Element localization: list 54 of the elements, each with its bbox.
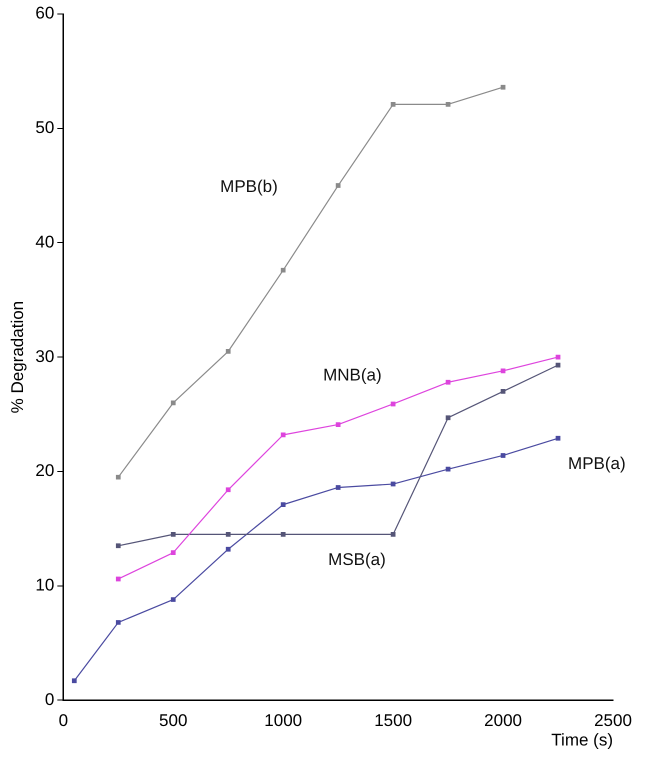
point [280,268,286,273]
point [390,402,396,406]
y-tick-label: 60 [35,4,54,23]
series-label: MPB(a) [568,454,626,473]
x-tick-label: 2000 [484,711,522,730]
point [500,389,506,394]
y-tick-label: 0 [44,690,54,709]
point [390,102,396,107]
point [446,466,450,472]
point [226,532,231,537]
point [500,84,506,90]
point [72,678,77,684]
point [336,485,341,490]
point [116,474,121,480]
point [446,102,450,107]
x-axis-title: Time (s) [551,730,613,750]
y-tick-label: 20 [35,461,54,480]
point [446,380,450,385]
x-tick-label: 0 [58,711,68,730]
text: MPB(b) [220,177,278,196]
y-axis-title: % Degradation [8,300,27,414]
point [336,422,341,427]
point [390,482,396,486]
y-tick-label: 50 [35,118,54,138]
point [280,432,286,438]
series-label: MSB(a) [328,550,386,570]
point [390,532,396,537]
x-tick-label: 1500 [374,711,412,730]
series-label: MNB(a) [323,366,382,385]
point [170,532,176,537]
point [116,620,121,625]
point [226,349,231,354]
x-tick-label: 500 [159,711,188,730]
y-tick-label: 10 [35,576,54,595]
y-tick-label: 30 [35,346,54,366]
x-tick-label: 2500 [594,711,632,730]
point [556,436,560,441]
point [556,354,560,360]
point [170,597,176,602]
point [336,183,341,188]
x-tick-label: 1000 [264,711,302,730]
point [226,487,231,492]
point [170,400,176,406]
point [280,502,286,507]
point [226,546,231,552]
point [170,550,176,556]
point [116,543,121,548]
point [116,576,121,582]
y-tick-label: 40 [35,232,54,252]
point [500,453,506,458]
point [500,368,506,374]
point [556,362,560,368]
point [446,415,450,420]
point [280,532,286,537]
